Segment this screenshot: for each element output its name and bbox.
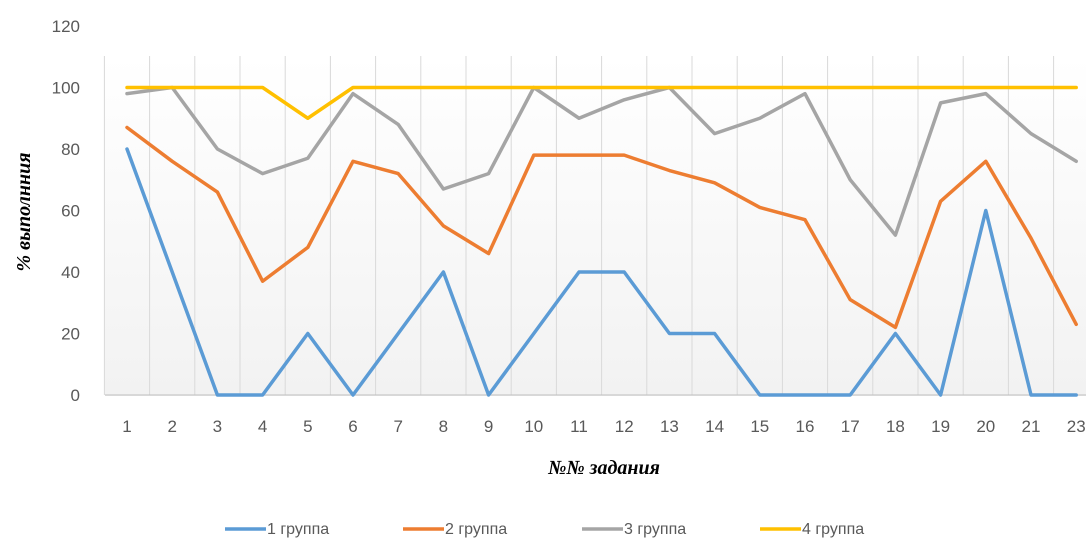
y-tick-label: 60 (61, 202, 80, 221)
x-tick-label: 3 (213, 417, 222, 436)
y-tick-label: 100 (52, 79, 80, 98)
x-tick-label: 14 (705, 417, 724, 436)
y-tick-label: 120 (52, 17, 80, 36)
x-tick-label: 9 (484, 417, 493, 436)
x-tick-label: 4 (258, 417, 267, 436)
x-tick-label: 8 (439, 417, 448, 436)
series-line-1 (125, 147, 1078, 397)
x-tick-label: 2 (167, 417, 176, 436)
x-tick-label: 5 (303, 417, 312, 436)
legend-label-4: 4 группа (802, 521, 864, 538)
y-tick-label: 80 (61, 140, 80, 159)
x-tick-label: 20 (976, 417, 995, 436)
y-axis-title: % выполнния (13, 153, 35, 272)
series-line-3 (125, 85, 1078, 237)
y-tick-label: 20 (61, 325, 80, 344)
x-tick-label: 23 (1067, 417, 1086, 436)
grid-lines (103, 56, 1086, 396)
legend-label-3: 3 группа (624, 521, 686, 538)
x-tick-label: 6 (348, 417, 357, 436)
legend-label-1: 1 группа (267, 521, 329, 538)
x-tick-label: 16 (796, 417, 815, 436)
y-tick-label: 0 (71, 386, 80, 405)
legend: 1 группа 2 группа 3 группа 4 группа (225, 521, 864, 538)
x-tick-label: 18 (886, 417, 905, 436)
x-axis-ticks: 1 2 3 4 5 6 7 8 9 10 11 12 13 14 15 16 17 18 19 20 21 23 (122, 417, 1085, 436)
x-tick-label: 19 (931, 417, 950, 436)
x-tick-label: 15 (750, 417, 769, 436)
legend-label-2: 2 группа (445, 521, 507, 538)
x-tick-label: 11 (570, 417, 588, 436)
x-tick-label: 12 (615, 417, 634, 436)
series-line-4 (125, 85, 1078, 120)
x-tick-label: 7 (393, 417, 402, 436)
y-axis-ticks: 0 20 40 60 80 100 120 (52, 17, 80, 405)
x-axis-title: №№ задания (547, 457, 660, 479)
x-tick-label: 1 (122, 417, 131, 436)
x-tick-label: 21 (1022, 417, 1041, 436)
x-tick-label: 17 (841, 417, 860, 436)
series-line-2 (125, 125, 1078, 330)
series-lines (125, 85, 1078, 397)
x-tick-label: 10 (524, 417, 543, 436)
x-tick-label: 13 (660, 417, 679, 436)
y-tick-label: 40 (61, 263, 80, 282)
